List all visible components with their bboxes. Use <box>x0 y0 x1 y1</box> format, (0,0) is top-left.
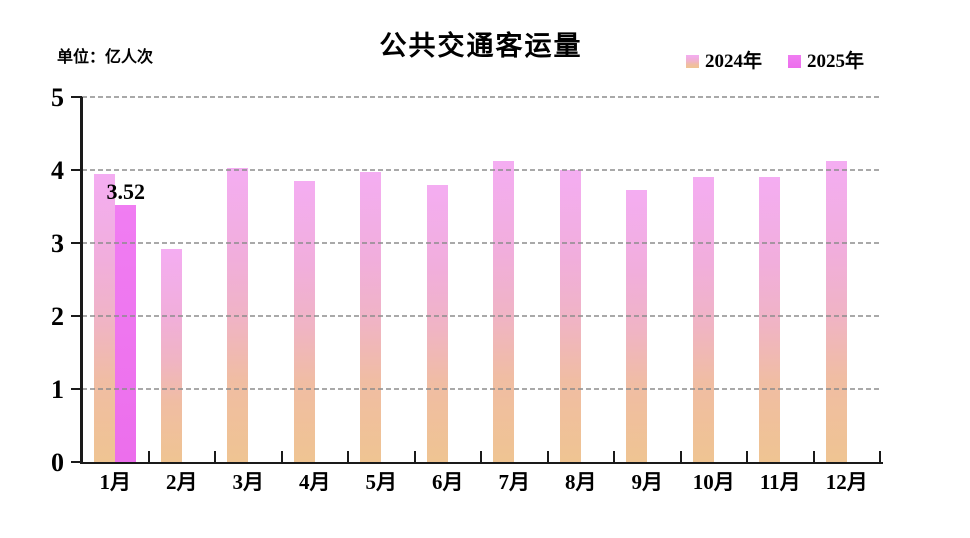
month-label-3月: 3月 <box>232 470 265 494</box>
month-label-5月: 5月 <box>365 470 398 494</box>
x-axis-tick-10 <box>746 451 748 462</box>
x-axis-tick-8 <box>613 451 615 462</box>
y-axis-label-5: 5 <box>51 83 64 112</box>
y-axis-label-2: 2 <box>51 302 64 331</box>
month-label-10月: 10月 <box>692 470 735 494</box>
y-axis-tick-0 <box>71 461 82 463</box>
y-axis-label-4: 4 <box>51 156 64 185</box>
month-label-12月: 12月 <box>825 470 868 494</box>
bar-2024-4月 <box>293 180 315 462</box>
unit-label: 单位：亿人次 <box>57 49 154 66</box>
bar-2025-1月 <box>115 205 137 462</box>
month-label-1月: 1月 <box>99 470 132 494</box>
month-label-2月: 2月 <box>166 470 198 494</box>
chart-title: 公共交通客运量 <box>379 31 583 61</box>
plot-area: 0 1 2 3 4 5 1月 2月 3月 4月 5月 6月 7月 8月 9月 10月 11月 12月 3.52 <box>51 85 883 493</box>
x-axis-tick-11 <box>812 451 815 462</box>
x-axis-tick-2 <box>214 451 216 462</box>
y-axis-line <box>80 97 83 464</box>
x-axis-tick-3 <box>280 451 283 462</box>
y-axis-tick-4 <box>71 169 82 171</box>
y-axis-label-0: 0 <box>51 448 64 477</box>
legend: 2024年 2025年 <box>686 52 864 71</box>
bar-2024-9月 <box>626 189 648 462</box>
y-axis-label-1: 1 <box>51 375 64 404</box>
x-axis-tick-5 <box>413 451 416 462</box>
x-axis-tick-12 <box>879 451 881 462</box>
x-axis-tick-1 <box>147 451 150 462</box>
month-label-11月: 11月 <box>759 470 801 494</box>
bar-2024-10月 <box>692 177 714 462</box>
legend-label-2024: 2024年 <box>705 51 763 72</box>
y-axis-tick-3 <box>71 242 82 244</box>
legend-item-2025: 2025年 <box>788 52 864 71</box>
bar-2024-1月 <box>94 174 116 462</box>
y-axis-tick-5 <box>71 96 82 98</box>
month-label-9月: 9月 <box>631 470 664 494</box>
gridline-2 <box>82 315 880 317</box>
legend-label-2025: 2025年 <box>807 51 865 72</box>
bar-2024-11月 <box>759 177 781 462</box>
month-label-4月: 4月 <box>299 470 331 494</box>
month-label-6月: 6月 <box>432 470 464 494</box>
gridline-4 <box>82 169 880 171</box>
legend-swatch-2025 <box>788 55 802 68</box>
y-axis-tick-2 <box>71 315 82 317</box>
x-axis-tick-9 <box>679 451 682 462</box>
bar-2024-7月 <box>493 161 515 462</box>
gridline-3 <box>82 242 880 244</box>
gridline-5 <box>82 96 880 98</box>
x-axis-tick-4 <box>347 451 349 462</box>
legend-swatch-2024 <box>686 55 699 68</box>
bar-2024-5月 <box>360 172 382 462</box>
bar-2024-2月 <box>160 248 182 462</box>
x-axis-tick-6 <box>480 451 482 462</box>
gridline-1 <box>82 388 880 390</box>
bar-2024-6月 <box>426 184 448 462</box>
bar-value-label: 3.52 <box>106 179 146 205</box>
month-label-7月: 7月 <box>498 470 531 494</box>
x-axis-line <box>80 461 883 464</box>
month-label-8月: 8月 <box>565 470 597 494</box>
x-axis-tick-7 <box>546 451 549 462</box>
legend-item-2024: 2024年 <box>686 52 762 71</box>
bar-2024-12月 <box>825 161 847 462</box>
y-axis-tick-1 <box>71 388 82 390</box>
y-axis-label-3: 3 <box>51 229 64 258</box>
